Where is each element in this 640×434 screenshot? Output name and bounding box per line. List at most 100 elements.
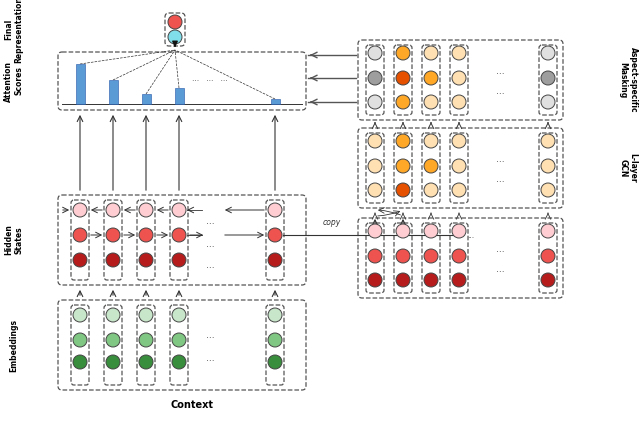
Circle shape	[452, 183, 466, 197]
Circle shape	[424, 249, 438, 263]
Circle shape	[139, 253, 153, 267]
Text: Attention
Scores: Attention Scores	[4, 60, 24, 102]
Bar	[175, 88, 184, 104]
Circle shape	[172, 203, 186, 217]
Circle shape	[268, 308, 282, 322]
Circle shape	[452, 249, 466, 263]
Text: Final
Representation: Final Representation	[4, 0, 24, 63]
Circle shape	[541, 183, 555, 197]
Circle shape	[73, 355, 87, 369]
Text: Aspect-specific
Masking: Aspect-specific Masking	[618, 47, 637, 113]
Circle shape	[396, 71, 410, 85]
Text: ...: ...	[496, 266, 504, 274]
Circle shape	[73, 308, 87, 322]
Circle shape	[452, 134, 466, 148]
Circle shape	[368, 224, 382, 238]
Circle shape	[106, 355, 120, 369]
Circle shape	[172, 333, 186, 347]
Text: ...   ...   ...: ... ... ...	[192, 74, 228, 82]
Text: ...: ...	[496, 246, 504, 254]
Circle shape	[396, 95, 410, 109]
Circle shape	[139, 333, 153, 347]
Circle shape	[396, 224, 410, 238]
Circle shape	[396, 273, 410, 287]
Circle shape	[368, 183, 382, 197]
Circle shape	[73, 228, 87, 242]
Circle shape	[424, 224, 438, 238]
Circle shape	[172, 228, 186, 242]
Circle shape	[268, 355, 282, 369]
Text: Hidden
States: Hidden States	[4, 224, 24, 256]
Circle shape	[73, 203, 87, 217]
Circle shape	[268, 203, 282, 217]
Circle shape	[106, 228, 120, 242]
Circle shape	[396, 134, 410, 148]
Text: copy: copy	[323, 218, 341, 227]
Circle shape	[424, 183, 438, 197]
Bar	[271, 99, 280, 104]
Circle shape	[172, 253, 186, 267]
Circle shape	[368, 46, 382, 60]
Circle shape	[541, 159, 555, 173]
Circle shape	[368, 249, 382, 263]
Bar	[76, 64, 84, 104]
Circle shape	[424, 134, 438, 148]
Text: ...: ...	[496, 175, 504, 184]
Circle shape	[73, 333, 87, 347]
Text: Embeddings: Embeddings	[10, 319, 19, 372]
Circle shape	[452, 95, 466, 109]
Circle shape	[424, 46, 438, 60]
Circle shape	[541, 134, 555, 148]
Circle shape	[452, 224, 466, 238]
Circle shape	[73, 253, 87, 267]
Circle shape	[424, 159, 438, 173]
Text: ...: ...	[496, 155, 504, 164]
Circle shape	[268, 253, 282, 267]
Circle shape	[541, 71, 555, 85]
Circle shape	[452, 159, 466, 173]
Circle shape	[424, 273, 438, 287]
Text: ...: ...	[205, 332, 214, 341]
Circle shape	[106, 253, 120, 267]
Circle shape	[106, 203, 120, 217]
Text: ...: ...	[496, 68, 504, 76]
Circle shape	[268, 333, 282, 347]
Circle shape	[139, 308, 153, 322]
Circle shape	[106, 308, 120, 322]
Text: ...: ...	[205, 261, 214, 270]
Text: Context: Context	[170, 400, 214, 410]
Circle shape	[424, 71, 438, 85]
Circle shape	[541, 224, 555, 238]
Circle shape	[368, 159, 382, 173]
Text: ...: ...	[205, 354, 214, 363]
Circle shape	[396, 46, 410, 60]
Text: ...: ...	[496, 88, 504, 96]
Circle shape	[541, 46, 555, 60]
Circle shape	[139, 228, 153, 242]
Circle shape	[452, 46, 466, 60]
Circle shape	[139, 355, 153, 369]
Circle shape	[268, 228, 282, 242]
Text: L-layer
GCN: L-layer GCN	[618, 153, 637, 183]
Circle shape	[368, 71, 382, 85]
Text: ...: ...	[467, 230, 474, 240]
Circle shape	[396, 249, 410, 263]
Text: ...: ...	[205, 217, 214, 227]
Circle shape	[172, 308, 186, 322]
Text: ...: ...	[205, 240, 214, 249]
Circle shape	[168, 30, 182, 44]
Circle shape	[396, 159, 410, 173]
Circle shape	[368, 273, 382, 287]
Circle shape	[106, 333, 120, 347]
Circle shape	[168, 15, 182, 29]
Bar	[141, 94, 150, 104]
Circle shape	[452, 71, 466, 85]
Circle shape	[541, 95, 555, 109]
Circle shape	[368, 95, 382, 109]
Circle shape	[541, 273, 555, 287]
Circle shape	[452, 273, 466, 287]
Circle shape	[172, 355, 186, 369]
Circle shape	[541, 249, 555, 263]
Circle shape	[396, 183, 410, 197]
Circle shape	[139, 203, 153, 217]
